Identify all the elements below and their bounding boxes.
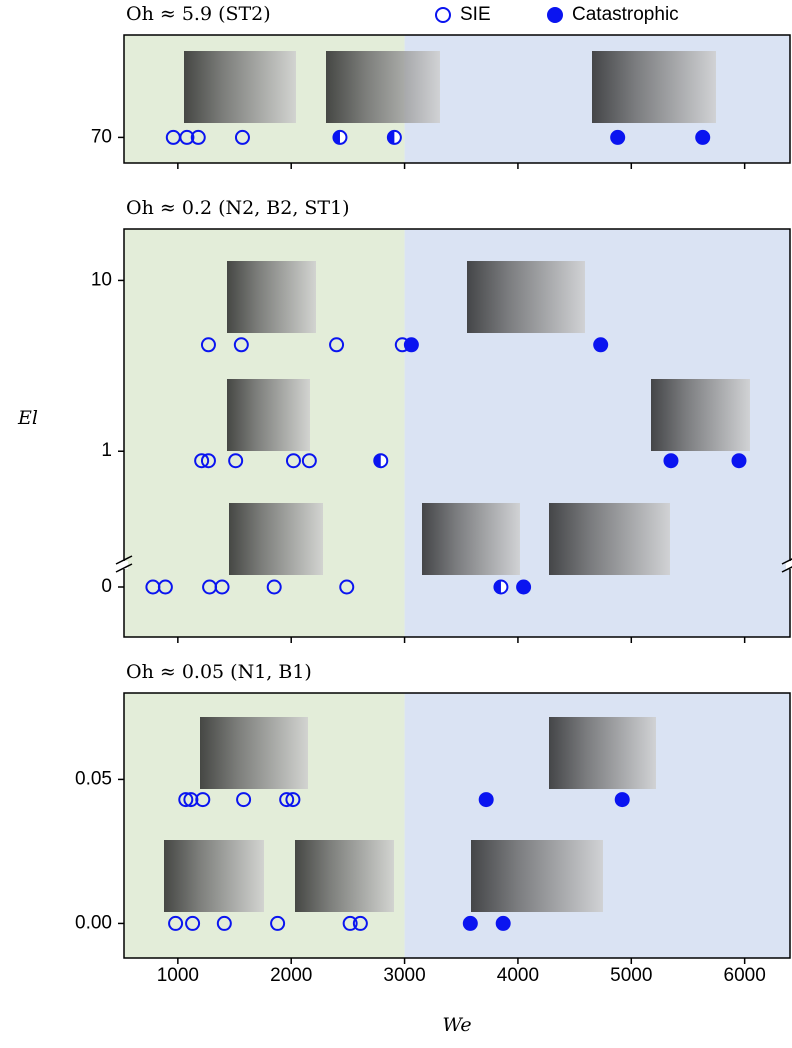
y-tick-label: 70	[91, 126, 112, 147]
x-tick-label: 4000	[497, 965, 539, 986]
filled-marker	[405, 338, 418, 351]
filled-marker	[497, 917, 510, 930]
filled-marker	[517, 581, 530, 594]
filled-marker	[611, 131, 624, 144]
inset-photo	[295, 840, 394, 912]
x-axis-label: We	[442, 1014, 471, 1036]
inset-photo	[200, 717, 308, 789]
backgrounds	[124, 35, 790, 958]
legend-marker	[548, 8, 562, 22]
panel-title: Oh ≈ 5.9 (ST2)	[126, 3, 271, 25]
x-tick-label: 5000	[610, 965, 652, 986]
inset-photo	[549, 503, 670, 575]
inset-photo	[422, 503, 520, 575]
y-axis-label: El	[17, 407, 38, 429]
inset-photo	[467, 261, 585, 333]
inset-photo	[592, 51, 716, 123]
filled-marker	[664, 454, 677, 467]
filled-marker	[594, 338, 607, 351]
x-tick-label: 1000	[157, 965, 199, 986]
y-tick-label: 1	[101, 440, 112, 461]
x-tick-label: 6000	[724, 965, 766, 986]
inset-photo	[227, 261, 316, 333]
inset-photo	[326, 51, 440, 123]
y-tick-label: 0	[101, 576, 112, 597]
filled-marker	[616, 793, 629, 806]
filled-marker	[464, 917, 477, 930]
y-tick-label: 0.00	[75, 912, 112, 933]
legend-label: Catastrophic	[572, 4, 679, 25]
filled-marker	[696, 131, 709, 144]
half-marker	[374, 454, 387, 467]
legend-label: SIE	[460, 4, 491, 25]
filled-marker	[732, 454, 745, 467]
y-tick-label: 0.05	[75, 768, 112, 789]
inset-photo	[227, 379, 310, 451]
inset-photo	[184, 51, 296, 123]
panel-title: Oh ≈ 0.05 (N1, B1)	[126, 661, 312, 683]
inset-photo	[651, 379, 750, 451]
half-marker	[494, 581, 507, 594]
x-tick-label: 2000	[270, 965, 312, 986]
filled-marker	[480, 793, 493, 806]
x-tick-label: 3000	[383, 965, 425, 986]
inset-photo	[164, 840, 264, 912]
legend-marker	[436, 8, 450, 22]
y-tick-label: 10	[91, 269, 112, 290]
half-marker	[333, 131, 346, 144]
inset-photo	[229, 503, 323, 575]
panel-title: Oh ≈ 0.2 (N2, B2, ST1)	[126, 197, 350, 219]
figure: Oh ≈ 5.9 (ST2)70Oh ≈ 0.2 (N2, B2, ST1)10…	[0, 0, 792, 1048]
inset-photo	[549, 717, 656, 789]
inset-photo	[471, 840, 603, 912]
half-marker	[388, 131, 401, 144]
